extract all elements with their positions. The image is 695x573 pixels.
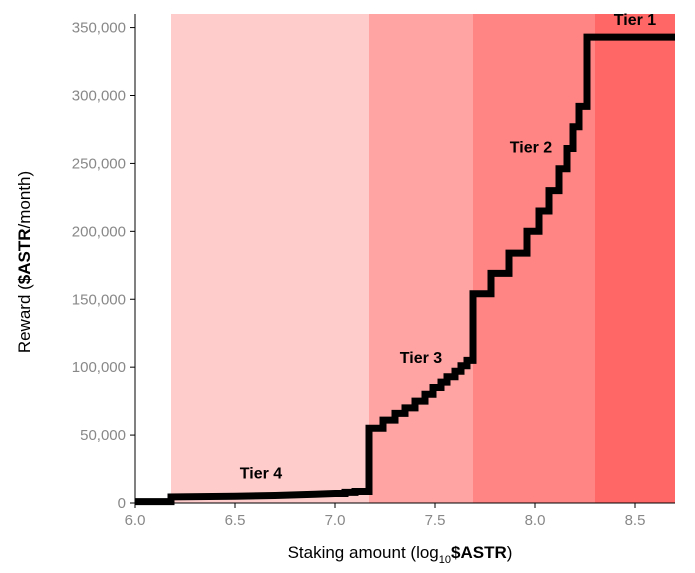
y-tick-label: 200,000 xyxy=(72,223,126,240)
tier-band-3 xyxy=(473,14,595,503)
y-tick-label: 250,000 xyxy=(72,155,126,172)
y-axis-title-suffix: /month) xyxy=(15,171,34,229)
x-axis-title-sub: 10 xyxy=(439,554,451,566)
x-axis-title-suffix: ) xyxy=(507,543,513,562)
x-axis-title-bold: $ASTR xyxy=(451,543,507,562)
ticks: 0 50,000 100,000 150,000 200,000 250,000 300,0… xyxy=(72,20,646,529)
y-tick-label: 150,000 xyxy=(72,291,126,308)
x-tick-label: 7.5 xyxy=(425,512,446,529)
series-line-1 xyxy=(135,33,675,506)
tier-label-3: Tier 2 xyxy=(510,140,553,157)
tier-label-1: Tier 4 xyxy=(240,466,283,483)
x-tick-label: 6.5 xyxy=(225,512,246,529)
y-axis-title: Reward ($ASTR/month) xyxy=(15,171,34,353)
y-tick-label: 50,000 xyxy=(80,427,126,444)
y-tick-label: 350,000 xyxy=(72,20,126,37)
y-axis-title-bold: $ASTR xyxy=(15,228,34,284)
tier-labels: Tier 4 Tier 3 Tier 2 Tier 1 xyxy=(240,12,657,483)
x-axis-title-prefix: Staking amount (log xyxy=(288,543,439,562)
y-tick-label: 300,000 xyxy=(72,88,126,105)
series-layer xyxy=(135,33,675,506)
x-tick-label: 6.0 xyxy=(125,512,146,529)
tier-bands xyxy=(171,14,675,503)
y-tick-label: 0 xyxy=(118,495,126,512)
x-tick-label: 7.0 xyxy=(325,512,346,529)
x-tick-label: 8.0 xyxy=(525,512,546,529)
x-tick-label: 8.5 xyxy=(625,512,646,529)
y-tick-label: 100,000 xyxy=(72,359,126,376)
x-axis-title: Staking amount (log10$ASTR) xyxy=(288,543,513,566)
y-axis-title-prefix: Reward ( xyxy=(15,284,34,353)
tier-label-4: Tier 1 xyxy=(614,12,657,29)
tier-label-2: Tier 3 xyxy=(400,350,443,367)
tier-band-1 xyxy=(171,14,369,503)
tier-band-4 xyxy=(595,14,675,503)
